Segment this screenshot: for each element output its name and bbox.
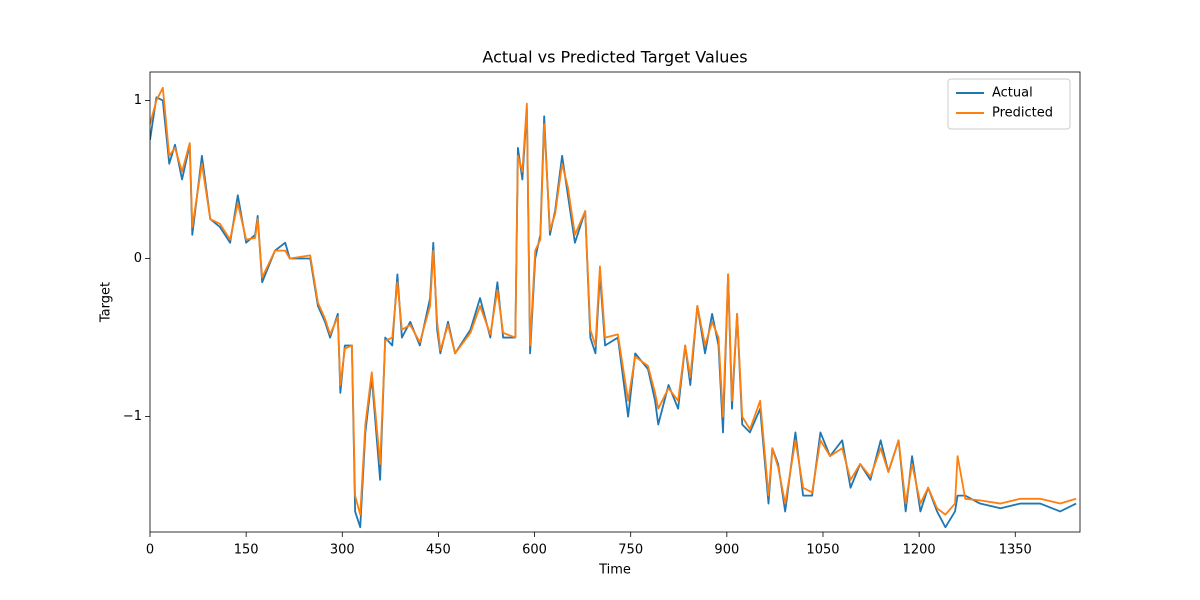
legend-label: Actual [992, 86, 1033, 101]
y-axis-label: Target [99, 282, 114, 323]
series-line [150, 86, 1077, 516]
x-tick-label: 150 [234, 543, 259, 558]
chart-title: Actual vs Predicted Target Values [482, 48, 747, 67]
x-tick-label: 1050 [806, 543, 839, 558]
x-tick-label: 1200 [903, 543, 936, 558]
y-tick-label: 1 [134, 93, 142, 108]
x-tick-label: 900 [714, 543, 739, 558]
x-axis-label: Time [598, 563, 631, 578]
x-tick-label: 0 [146, 543, 154, 558]
y-tick-label: −1 [123, 409, 142, 424]
x-tick-label: 600 [522, 543, 547, 558]
x-tick-label: 750 [618, 543, 643, 558]
legend-box [947, 78, 1071, 130]
x-tick-label: 450 [426, 543, 451, 558]
y-tick-label: 0 [134, 251, 142, 266]
legend-label: Predicted [992, 106, 1053, 121]
x-tick-label: 300 [330, 543, 355, 558]
x-tick-label: 1350 [999, 543, 1032, 558]
series-line [150, 96, 1077, 529]
plot-frame [149, 71, 1081, 533]
